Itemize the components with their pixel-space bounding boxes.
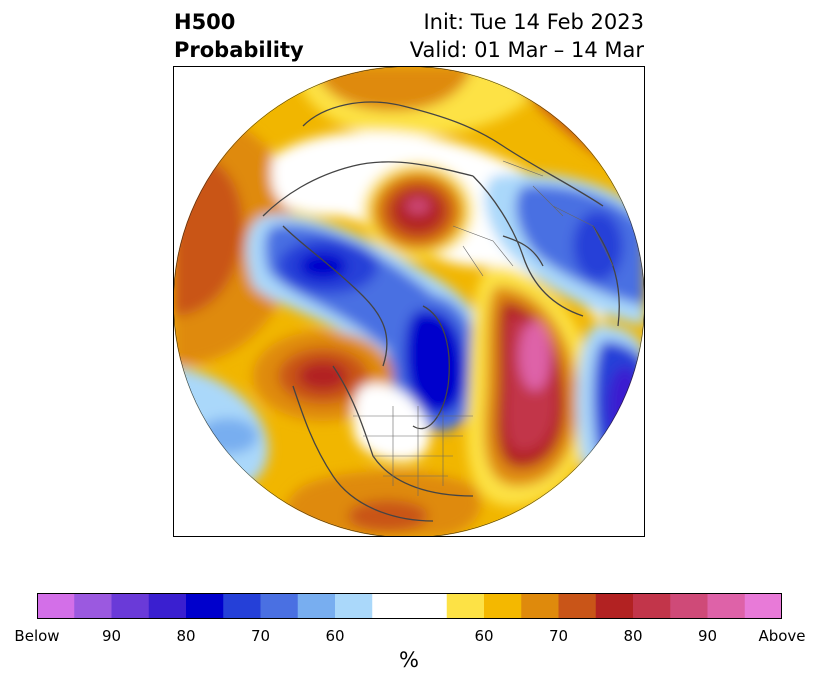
colorbar-cell [223,593,262,619]
colorbar-unit: % [399,648,419,672]
colorbar-cell [372,593,411,619]
forecast-dates: Init: Tue 14 Feb 2023 Valid: 01 Mar – 14… [410,8,644,64]
colorbar-cell [37,593,75,619]
colorbar-cell [409,593,448,619]
colorbar-cell [335,593,373,619]
colorbar-cell [111,593,150,619]
probability-field [173,66,645,537]
colorbar-tick-label: 90 [697,627,718,645]
colorbar-cell [260,593,299,619]
colorbar-cell [633,593,671,619]
map-frame [173,66,645,537]
probability-map [173,66,645,537]
colorbar-tick-label: Above [758,627,806,645]
colorbar-tick-label: 80 [176,627,196,645]
init-date: Init: Tue 14 Feb 2023 [423,10,644,34]
coastlines [262,101,620,522]
colorbar-cell [148,593,187,619]
colorbar-tick-label: 80 [623,627,643,645]
colorbar-cell [186,593,224,619]
colorbar-cell [744,593,782,619]
map-title: H500 Probability [174,8,304,64]
colorbar-cell [707,593,746,619]
borders [353,160,614,496]
colorbar-cell [521,593,560,619]
title-line-1: H500 [174,10,236,34]
colorbar-tick-label: 90 [101,627,122,645]
colorbar-tick-label: 60 [325,627,345,645]
colorbar-cells [37,593,782,619]
colorbar-cell [297,593,336,619]
colorbar-cell [484,593,522,619]
colorbar-tick-label: 60 [474,627,494,645]
colorbar-tick-label: 70 [250,627,271,645]
colorbar-cell [74,593,113,619]
colorbar-cell [595,593,634,619]
title-line-2: Probability [174,38,304,62]
colorbar [37,593,782,619]
colorbar-frame [37,593,782,619]
colorbar-tick-label: Below [14,627,60,645]
colorbar-tick-label: 70 [548,627,569,645]
colorbar-cell [670,593,709,619]
valid-range: Valid: 01 Mar – 14 Mar [409,38,644,62]
colorbar-cell [558,593,597,619]
colorbar-cell [446,593,485,619]
